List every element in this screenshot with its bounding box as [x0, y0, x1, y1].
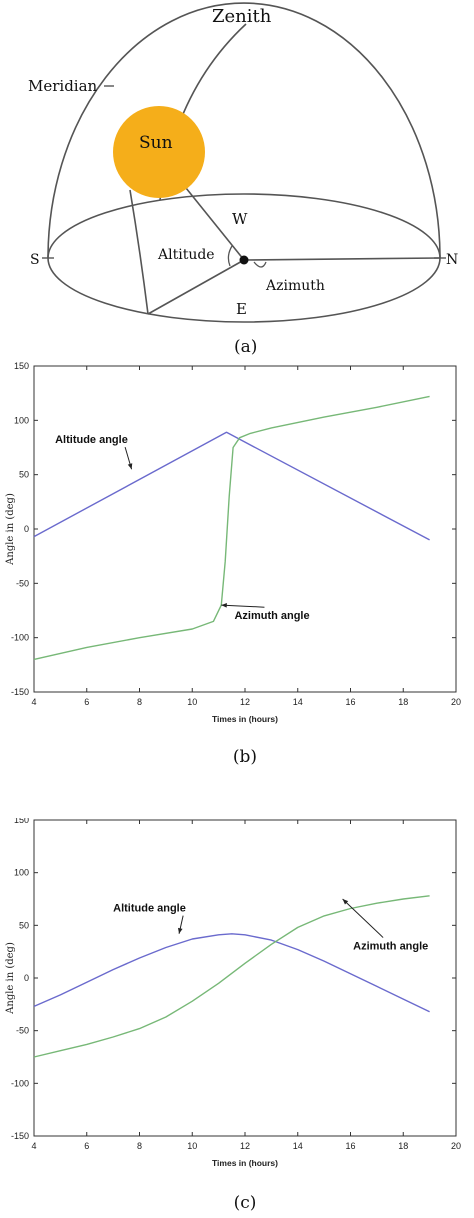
- plot-frame: [33, 819, 457, 1137]
- east-label: E: [236, 300, 247, 318]
- annotation-label: Altitude angle: [55, 434, 128, 446]
- x-tick-label: 4: [31, 1141, 36, 1151]
- y-axis-label: Angle in (deg): [5, 942, 16, 1015]
- chart-caption: (c): [234, 1193, 257, 1213]
- observer-point: [239, 255, 249, 265]
- y-tick-label: -50: [16, 578, 29, 588]
- x-tick-label: 18: [398, 1141, 408, 1151]
- y-tick-label: -150: [11, 687, 29, 697]
- y-tick-label: -50: [16, 1026, 29, 1036]
- caption-a: (a): [234, 337, 257, 357]
- altitude-label: Altitude: [157, 247, 215, 263]
- azimuth-angle-line: [33, 395, 430, 661]
- y-tick-label: 150: [14, 818, 29, 825]
- chart-b: 4 6 8 10 12 14 16 18 20 -150 -100 -50 0 50 100 150 Altit…: [5, 361, 461, 767]
- azimuth-angle-line: [33, 895, 430, 1058]
- y-tick-label: -150: [11, 1131, 29, 1141]
- azimuth-label: Azimuth: [265, 278, 325, 294]
- x-tick-label: 6: [84, 697, 89, 707]
- x-tick-label: 14: [293, 697, 303, 707]
- meridian-label: Meridian: [28, 77, 98, 95]
- y-tick-label: 50: [19, 920, 29, 930]
- y-tick-label: 0: [24, 524, 29, 534]
- observer-horizon-line: [147, 259, 245, 315]
- annotation-arrow-line: [221, 604, 265, 608]
- azimuth-angle-arc: [253, 261, 267, 268]
- altitude-angle-line: [33, 431, 430, 541]
- celestial-dome-outline: [47, 2, 441, 259]
- annotation-arrowhead: [177, 927, 183, 934]
- y-axis-label: Angle in (deg): [5, 493, 16, 566]
- plot-frame: [33, 365, 457, 693]
- x-axis-label: Times in (hours): [212, 714, 278, 724]
- west-label: W: [232, 210, 248, 228]
- annotation-label: Azimuth angle: [353, 941, 428, 953]
- x-tick-label: 10: [187, 1141, 197, 1151]
- zenith-label: Zenith: [212, 6, 272, 27]
- y-tick-label: 150: [14, 361, 29, 371]
- sun-label: Sun: [139, 133, 173, 153]
- sun-position-diagram: Zenith Meridian Sun W S N Altitude Azimu…: [28, 2, 458, 357]
- annotation-arrowhead: [221, 603, 227, 608]
- x-tick-label: 6: [84, 1141, 89, 1151]
- north-label: N: [446, 252, 458, 268]
- altitude-angle-line: [33, 933, 430, 1013]
- x-tick-label: 4: [31, 697, 36, 707]
- chart-caption: (b): [233, 747, 257, 767]
- x-tick-label: 12: [240, 1141, 250, 1151]
- x-tick-label: 16: [345, 697, 355, 707]
- annotation-arrow-line: [342, 898, 384, 938]
- x-tick-label: 12: [240, 697, 250, 707]
- chart-c: 4 6 8 10 12 14 16 18 20 -150 -100 -50 0 50 100 150 Altit…: [5, 818, 461, 1213]
- sun-disc: [113, 106, 205, 198]
- x-tick-label: 14: [293, 1141, 303, 1151]
- sun-observer-line: [185, 187, 245, 261]
- observer-north-line: [243, 257, 441, 261]
- y-tick-label: 100: [14, 868, 29, 878]
- south-label: S: [30, 252, 40, 268]
- x-tick-label: 18: [398, 697, 408, 707]
- y-tick-label: -100: [11, 1078, 29, 1088]
- altitude-angle-arc: [227, 245, 233, 267]
- x-tick-label: 8: [137, 697, 142, 707]
- x-axis-label: Times in (hours): [212, 1158, 278, 1168]
- x-tick-label: 8: [137, 1141, 142, 1151]
- annotation-arrowhead: [127, 463, 133, 470]
- y-tick-label: 0: [24, 973, 29, 983]
- x-tick-label: 20: [451, 1141, 461, 1151]
- x-tick-label: 16: [345, 1141, 355, 1151]
- annotation-label: Azimuth angle: [234, 610, 309, 622]
- x-tick-label: 10: [187, 697, 197, 707]
- y-tick-label: 50: [19, 470, 29, 480]
- y-tick-label: -100: [11, 633, 29, 643]
- annotation-label: Altitude angle: [113, 903, 186, 915]
- x-tick-label: 20: [451, 697, 461, 707]
- annotation-arrowhead: [342, 899, 349, 905]
- y-tick-label: 100: [14, 415, 29, 425]
- sun-vertical-arc: [129, 189, 149, 315]
